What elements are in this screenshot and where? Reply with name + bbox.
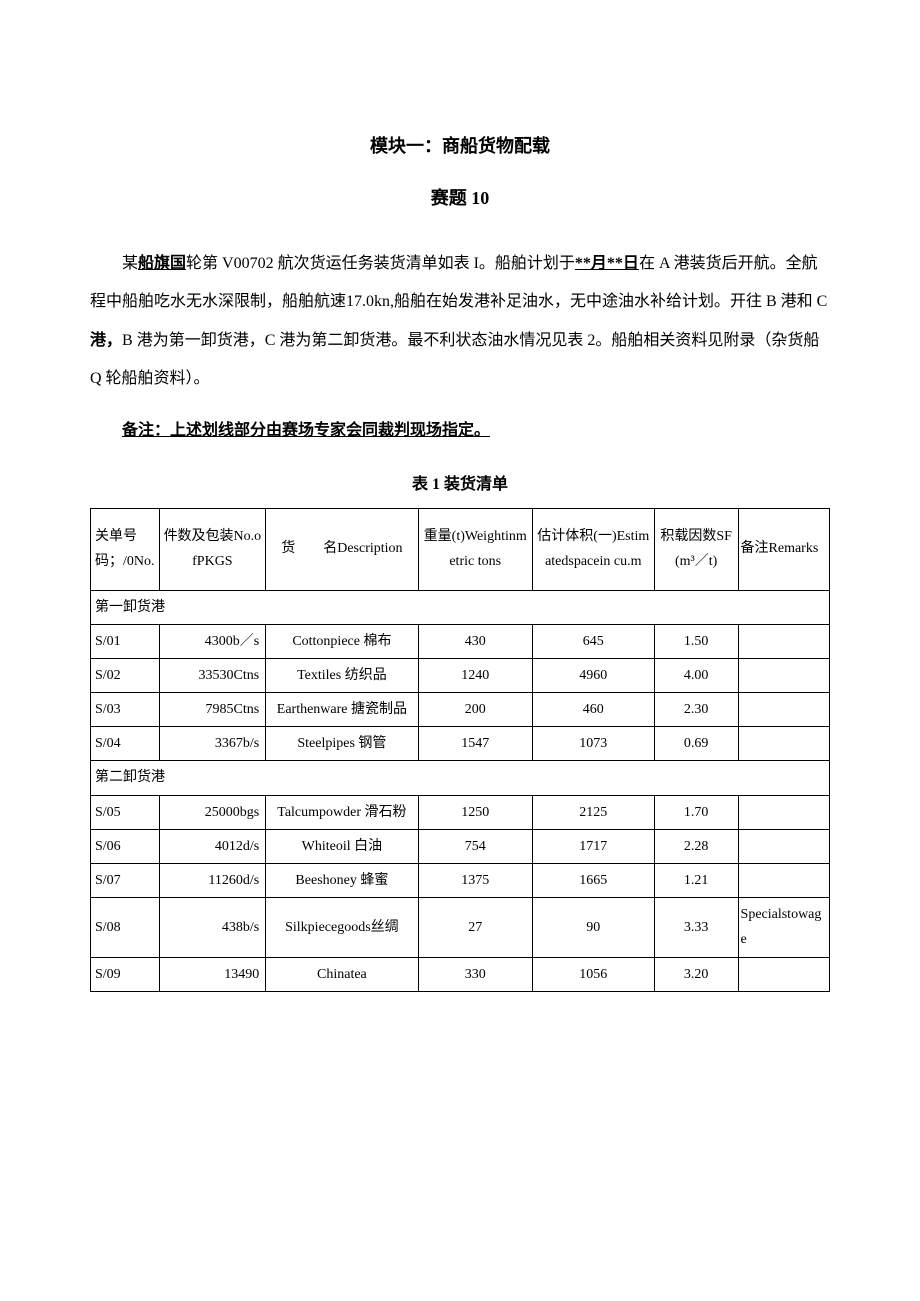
cell-c2: Earthenware 搪瓷制品 <box>266 693 418 727</box>
table-row: S/0711260d/sBeeshoney 蜂蜜137516651.21 <box>91 864 830 898</box>
cell-c0: S/06 <box>91 829 160 863</box>
cell-c5: 3.33 <box>654 898 738 957</box>
header-order-no: 关单号码；/0No. <box>91 508 160 590</box>
table-row: S/08438b/sSilkpiecegoods丝绸27903.33Specia… <box>91 898 830 957</box>
cell-c6 <box>738 864 829 898</box>
section-label: 第一卸货港 <box>91 590 830 624</box>
module-title: 模块一：商船货物配载 <box>90 130 830 162</box>
cell-c3: 1240 <box>418 658 532 692</box>
header-pkgs: 件数及包装No.ofPKGS <box>159 508 266 590</box>
cell-c4: 4960 <box>532 658 654 692</box>
cell-c1: 438b/s <box>159 898 266 957</box>
cell-c5: 2.28 <box>654 829 738 863</box>
cell-c3: 1250 <box>418 795 532 829</box>
cell-c1: 33530Ctns <box>159 658 266 692</box>
date-underline: **月**日 <box>575 255 639 272</box>
cell-c4: 1056 <box>532 957 654 991</box>
table-row: S/064012d/sWhiteoil 白油75417172.28 <box>91 829 830 863</box>
header-description: 货 名Description <box>266 508 418 590</box>
cell-c2: Talcumpowder 滑石粉 <box>266 795 418 829</box>
flag-state-underline: 船旗国 <box>138 255 186 272</box>
cell-c3: 430 <box>418 624 532 658</box>
cell-c5: 2.30 <box>654 693 738 727</box>
cell-c1: 4300b／s <box>159 624 266 658</box>
table-caption: 表 1 装货清单 <box>90 471 830 500</box>
cell-c2: Chinatea <box>266 957 418 991</box>
cell-c4: 1073 <box>532 727 654 761</box>
cell-c2: Cottonpiece 棉布 <box>266 624 418 658</box>
cell-c1: 3367b/s <box>159 727 266 761</box>
cell-c6 <box>738 957 829 991</box>
table-body: 第一卸货港S/014300b／sCottonpiece 棉布4306451.50… <box>91 590 830 991</box>
table-header-row: 关单号码；/0No. 件数及包装No.ofPKGS 货 名Description… <box>91 508 830 590</box>
intro-paragraph: 某船旗国轮第 V00702 航次货运任务装货清单如表 I。船舶计划于**月**日… <box>90 245 830 399</box>
cell-c0: S/05 <box>91 795 160 829</box>
cell-c3: 27 <box>418 898 532 957</box>
cell-c3: 754 <box>418 829 532 863</box>
cell-c6: Specialstowage <box>738 898 829 957</box>
cell-c2: Silkpiecegoods丝绸 <box>266 898 418 957</box>
loading-list-table: 关单号码；/0No. 件数及包装No.ofPKGS 货 名Description… <box>90 508 830 992</box>
cell-c6 <box>738 829 829 863</box>
text-mid3: B 港为第一卸货港，C 港为第二卸货港。最不利状态油水情况见表 2。船舶相关资料… <box>90 332 819 387</box>
cell-c4: 1665 <box>532 864 654 898</box>
table-row: S/0525000bgsTalcumpowder 滑石粉125021251.70 <box>91 795 830 829</box>
cell-c0: S/04 <box>91 727 160 761</box>
cell-c4: 90 <box>532 898 654 957</box>
text-mid1: 轮第 V00702 航次货运任务装货清单如表 I。船舶计划于 <box>186 255 575 272</box>
table-row: S/0913490Chinatea33010563.20 <box>91 957 830 991</box>
cell-c1: 25000bgs <box>159 795 266 829</box>
cell-c3: 200 <box>418 693 532 727</box>
remark-note: 备注：上述划线部分由赛场专家会同裁判现场指定。 <box>90 412 830 450</box>
port-bold: 港， <box>90 332 122 349</box>
cell-c2: Beeshoney 蜂蜜 <box>266 864 418 898</box>
question-number: 赛题 10 <box>90 182 830 214</box>
cell-c0: S/02 <box>91 658 160 692</box>
cell-c4: 1717 <box>532 829 654 863</box>
cell-c5: 3.20 <box>654 957 738 991</box>
cell-c4: 645 <box>532 624 654 658</box>
header-remarks: 备注Remarks <box>738 508 829 590</box>
cell-c6 <box>738 658 829 692</box>
cell-c0: S/09 <box>91 957 160 991</box>
cell-c1: 7985Ctns <box>159 693 266 727</box>
table-section-row: 第二卸货港 <box>91 761 830 795</box>
cell-c3: 330 <box>418 957 532 991</box>
section-label: 第二卸货港 <box>91 761 830 795</box>
cell-c1: 13490 <box>159 957 266 991</box>
cell-c3: 1547 <box>418 727 532 761</box>
cell-c5: 0.69 <box>654 727 738 761</box>
cell-c6 <box>738 624 829 658</box>
cell-c6 <box>738 727 829 761</box>
cell-c5: 4.00 <box>654 658 738 692</box>
cell-c2: Steelpipes 钢管 <box>266 727 418 761</box>
table-row: S/0233530CtnsTextiles 纺织品124049604.00 <box>91 658 830 692</box>
table-row: S/043367b/sSteelpipes 钢管154710730.69 <box>91 727 830 761</box>
cell-c4: 2125 <box>532 795 654 829</box>
cell-c2: Whiteoil 白油 <box>266 829 418 863</box>
header-sf: 积载因数SF(m³／t) <box>654 508 738 590</box>
cell-c2: Textiles 纺织品 <box>266 658 418 692</box>
cell-c6 <box>738 795 829 829</box>
cell-c5: 1.21 <box>654 864 738 898</box>
table-row: S/014300b／sCottonpiece 棉布4306451.50 <box>91 624 830 658</box>
cell-c0: S/01 <box>91 624 160 658</box>
cell-c0: S/07 <box>91 864 160 898</box>
cell-c1: 4012d/s <box>159 829 266 863</box>
cell-c5: 1.70 <box>654 795 738 829</box>
cell-c5: 1.50 <box>654 624 738 658</box>
cell-c1: 11260d/s <box>159 864 266 898</box>
cell-c0: S/08 <box>91 898 160 957</box>
header-volume: 估计体积(一)Estimatedspacein cu.m <box>532 508 654 590</box>
cell-c3: 1375 <box>418 864 532 898</box>
text-prefix: 某 <box>122 255 138 272</box>
cell-c4: 460 <box>532 693 654 727</box>
cell-c0: S/03 <box>91 693 160 727</box>
header-weight: 重量(t)Weightinmetric tons <box>418 508 532 590</box>
cell-c6 <box>738 693 829 727</box>
table-row: S/037985CtnsEarthenware 搪瓷制品2004602.30 <box>91 693 830 727</box>
table-section-row: 第一卸货港 <box>91 590 830 624</box>
